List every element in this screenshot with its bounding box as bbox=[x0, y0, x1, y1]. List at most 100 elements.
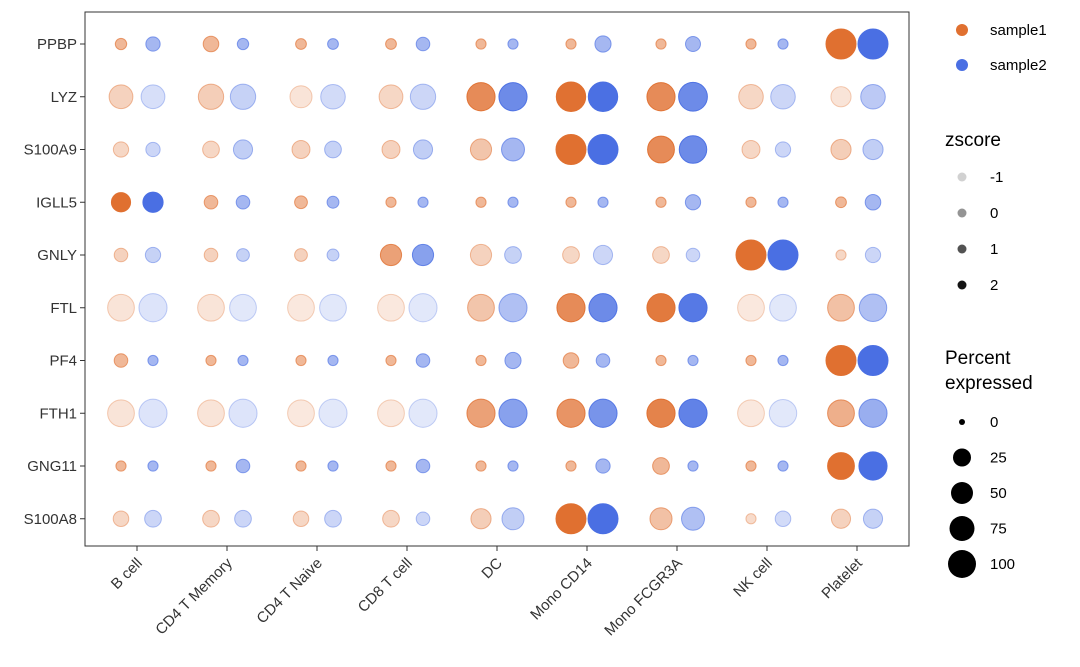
cell-type-label: DC bbox=[478, 555, 505, 582]
dot-s100a9-cd4-t-naive-sample1 bbox=[291, 140, 311, 159]
dot-fth1-nk-cell-sample1 bbox=[737, 399, 765, 428]
dot-pf4-cd4-t-memory-sample1 bbox=[205, 354, 217, 367]
dot-ftl-dc-sample1 bbox=[467, 293, 495, 322]
dot-igll5-cd4-t-memory-sample1 bbox=[203, 194, 219, 210]
gene-label: S100A8 bbox=[24, 511, 77, 528]
dot-gng11-cd4-t-memory-sample2 bbox=[235, 458, 251, 474]
dot-gnly-cd8-t-cell-sample1 bbox=[379, 243, 403, 267]
dot-lyz-dc-sample2 bbox=[498, 82, 528, 112]
dot-s100a8-mono-cd14-sample2 bbox=[587, 503, 619, 535]
dot-gng11-platelet-sample1 bbox=[827, 452, 855, 480]
legend-label-sample2: sample2 bbox=[990, 57, 1047, 74]
dot-igll5-mono-cd14-sample1 bbox=[565, 196, 577, 208]
dot-igll5-dc-sample1 bbox=[475, 196, 487, 208]
dot-gnly-cd4-t-memory-sample1 bbox=[203, 247, 219, 263]
dot-ppbp-mono-fcgr3a-sample2 bbox=[685, 36, 701, 52]
dot-ppbp-dc-sample2 bbox=[507, 38, 519, 50]
gene-label: GNG11 bbox=[27, 458, 77, 475]
dot-s100a8-cd4-t-naive-sample2 bbox=[324, 509, 342, 528]
dot-ppbp-mono-cd14-sample2 bbox=[594, 35, 612, 53]
dot-lyz-platelet-sample1 bbox=[830, 86, 852, 108]
zscore-legend-label: 1 bbox=[990, 241, 998, 258]
dot-fth1-mono-fcgr3a-sample1 bbox=[646, 398, 676, 428]
dot-ftl-cd8-t-cell-sample1 bbox=[377, 293, 405, 322]
dot-lyz-cd8-t-cell-sample1 bbox=[378, 84, 404, 110]
dot-igll5-platelet-sample2 bbox=[864, 193, 882, 211]
dot-gnly-mono-cd14-sample1 bbox=[562, 246, 580, 264]
dot-ftl-cd4-t-naive-sample1 bbox=[287, 293, 315, 322]
percent-legend-dot bbox=[953, 448, 971, 467]
dot-pf4-cd4-t-memory-sample2 bbox=[237, 354, 249, 367]
dot-gng11-dc-sample2 bbox=[507, 460, 519, 472]
dot-ftl-platelet-sample2 bbox=[858, 293, 888, 322]
dot-gnly-cd4-t-memory-sample2 bbox=[236, 248, 250, 262]
dot-gng11-cd8-t-cell-sample1 bbox=[385, 460, 397, 472]
dot-igll5-dc-sample2 bbox=[507, 196, 519, 208]
dot-lyz-mono-fcgr3a-sample1 bbox=[646, 82, 676, 112]
dot-lyz-b-cell-sample2 bbox=[140, 84, 166, 110]
dot-igll5-cd4-t-naive-sample2 bbox=[326, 195, 340, 209]
percent-legend-label: 75 bbox=[990, 521, 1007, 538]
dot-gng11-dc-sample1 bbox=[475, 460, 487, 472]
gene-label: IGLL5 bbox=[36, 194, 77, 211]
dot-gng11-mono-cd14-sample1 bbox=[565, 460, 577, 472]
dot-ppbp-mono-cd14-sample1 bbox=[565, 38, 577, 50]
dot-pf4-b-cell-sample1 bbox=[113, 353, 129, 368]
dot-s100a9-mono-fcgr3a-sample1 bbox=[647, 135, 675, 164]
dot-s100a9-nk-cell-sample2 bbox=[774, 141, 792, 158]
dot-s100a8-b-cell-sample2 bbox=[144, 509, 162, 528]
dot-fth1-cd8-t-cell-sample2 bbox=[408, 398, 438, 428]
dot-pf4-mono-cd14-sample1 bbox=[562, 352, 580, 369]
dot-lyz-cd4-t-naive-sample1 bbox=[289, 85, 313, 109]
gene-label: FTL bbox=[50, 300, 77, 317]
percent-legend-dot bbox=[951, 482, 973, 504]
percent-legend-dot bbox=[949, 516, 975, 541]
dot-lyz-mono-fcgr3a-sample2 bbox=[678, 81, 708, 112]
gene-label: FTH1 bbox=[40, 405, 78, 422]
percent-legend-dot bbox=[948, 550, 976, 578]
dot-gnly-dc-sample2 bbox=[504, 246, 522, 264]
dot-igll5-cd4-t-naive-sample1 bbox=[294, 195, 308, 210]
dot-gng11-nk-cell-sample1 bbox=[745, 460, 757, 472]
percent-legend-label: 100 bbox=[990, 556, 1015, 573]
dot-s100a9-cd4-t-naive-sample2 bbox=[324, 140, 342, 159]
dot-gng11-mono-fcgr3a-sample2 bbox=[687, 460, 699, 472]
dot-fth1-b-cell-sample2 bbox=[138, 398, 168, 428]
dot-s100a9-dc-sample2 bbox=[501, 137, 525, 162]
dot-igll5-nk-cell-sample1 bbox=[745, 196, 757, 208]
dot-pf4-mono-fcgr3a-sample2 bbox=[687, 354, 699, 367]
dot-gng11-nk-cell-sample2 bbox=[777, 460, 789, 472]
dot-pf4-nk-cell-sample1 bbox=[745, 354, 757, 367]
dot-pf4-cd4-t-naive-sample1 bbox=[295, 354, 307, 367]
legend-panel: sample1 sample2 zscore -1 0 1 2 Percent expresse… bbox=[945, 22, 1047, 578]
dot-gnly-nk-cell-sample1 bbox=[735, 239, 767, 271]
zscore-legend-label: -1 bbox=[990, 169, 1003, 186]
dot-s100a8-platelet-sample1 bbox=[830, 508, 852, 529]
dot-ftl-nk-cell-sample1 bbox=[737, 293, 765, 322]
dot-s100a8-cd4-t-memory-sample2 bbox=[234, 509, 252, 528]
dot-s100a8-cd4-t-memory-sample1 bbox=[202, 509, 220, 528]
dot-ftl-cd8-t-cell-sample2 bbox=[408, 293, 438, 323]
dot-fth1-cd8-t-cell-sample1 bbox=[377, 399, 405, 428]
gene-axis: PPBP LYZ S100A9 IGLL5 GNLY FTL PF4 FTH1 GNG11 S10… bbox=[24, 36, 85, 528]
dot-fth1-cd4-t-memory-sample1 bbox=[197, 399, 225, 428]
dot-ppbp-mono-fcgr3a-sample1 bbox=[655, 38, 667, 50]
zscore-legend-dot bbox=[957, 244, 967, 254]
dot-ftl-b-cell-sample1 bbox=[107, 293, 135, 322]
dot-ftl-cd4-t-naive-sample2 bbox=[319, 293, 347, 322]
dot-ftl-platelet-sample1 bbox=[827, 293, 855, 322]
cell-type-label: CD4 T Naive bbox=[253, 555, 325, 627]
dot-s100a8-dc-sample1 bbox=[470, 508, 492, 530]
dot-gng11-cd8-t-cell-sample2 bbox=[415, 458, 431, 474]
dot-lyz-cd4-t-memory-sample2 bbox=[229, 83, 257, 110]
dot-fth1-platelet-sample2 bbox=[858, 398, 888, 428]
dot-s100a8-mono-cd14-sample1 bbox=[555, 503, 587, 535]
percent-legend-title: Percent bbox=[945, 348, 1011, 369]
dot-lyz-cd8-t-cell-sample2 bbox=[409, 83, 437, 110]
dot-s100a9-cd4-t-memory-sample1 bbox=[202, 140, 220, 159]
legend-label-sample1: sample1 bbox=[990, 22, 1047, 39]
dot-ppbp-cd4-t-memory-sample2 bbox=[236, 37, 250, 51]
dot-ppbp-platelet-sample2 bbox=[857, 28, 889, 60]
dot-fth1-platelet-sample1 bbox=[827, 399, 855, 428]
